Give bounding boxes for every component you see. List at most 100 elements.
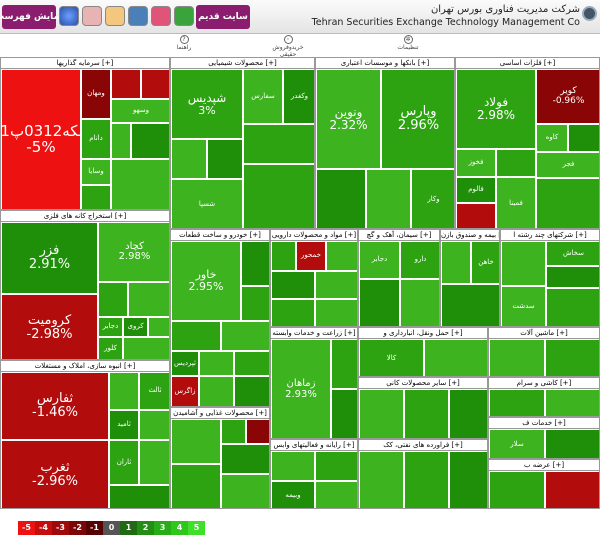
sector-chemicals[interactable]: محصولات شیمیایی [+] شپدیس 3% سفارس وکغدر… [170,57,315,229]
globe-icon[interactable] [59,6,79,26]
stock-tile[interactable]: خاور 2.95% [171,241,241,321]
sector-services[interactable]: خدمات ف [+] سلار [488,417,600,459]
stock-tile[interactable] [271,241,296,271]
stock-tile[interactable] [545,471,599,508]
stock-tile[interactable] [243,164,314,228]
stock-tile[interactable] [545,339,599,376]
stock-tile[interactable] [366,169,411,228]
stock-tile[interactable] [199,351,234,376]
treemap-icon[interactable] [174,6,194,26]
stock-tile[interactable] [359,279,400,326]
stock-tile[interactable]: دارو [400,241,439,279]
stock-tile[interactable] [496,149,536,177]
sector-ceramics[interactable]: کاشی و سرام [+] [488,377,600,417]
stock-tile[interactable]: دانام [81,119,111,159]
stock-tile[interactable]: ثاران [109,440,139,485]
stock-tile[interactable] [81,185,111,209]
stock-tile[interactable] [546,266,599,288]
stock-tile[interactable] [139,410,169,440]
sector-machinery[interactable]: ماشین آلات [+] [488,327,600,377]
guide-button[interactable]: ? راهنما [164,34,204,51]
stock-tile[interactable] [171,321,221,351]
stock-tile[interactable] [109,485,169,508]
stock-tile[interactable] [404,389,449,438]
stock-tile[interactable]: ثغرب -2.96% [1,440,109,508]
stock-tile[interactable]: وسایا [81,159,111,185]
sector-computer[interactable]: رایانه و فعالیتهای وابس [+] وبیمه [270,439,358,509]
sector-real-estate[interactable]: انبوه سازی، املاک و مستغلات [+] ثفارس -1… [0,360,170,509]
stock-tile[interactable] [243,124,314,164]
stock-tile[interactable]: کچاد 2.98% [98,222,169,282]
stock-tile[interactable] [207,139,243,179]
stock-tile[interactable]: وکغدر [283,69,314,124]
stock-tile[interactable]: فمینا [496,177,536,228]
stock-tile[interactable] [221,444,269,474]
buyers-button[interactable]: ◦ خریدوفروش حقیقی [268,34,308,58]
stock-tile[interactable]: فجر [536,152,599,178]
stock-tile[interactable] [441,241,471,284]
stock-tile[interactable] [109,372,139,410]
stock-tile[interactable]: فخوز [456,149,496,177]
stock-tile[interactable] [326,241,357,271]
grid-icon[interactable] [151,6,171,26]
stock-tile[interactable] [501,241,546,286]
stock-tile[interactable] [316,169,366,228]
stock-tile[interactable]: فزر 2.91% [1,222,98,294]
stock-tile[interactable] [111,123,131,159]
stock-tile[interactable]: ومهان [81,69,111,119]
stock-tile[interactable] [489,471,545,508]
stock-tile[interactable] [546,288,599,326]
stock-tile[interactable]: کالا [359,339,424,376]
stock-tile[interactable]: ونوین 2.32% [316,69,381,169]
stock-tile[interactable] [489,339,545,376]
stock-tile[interactable] [400,279,439,326]
stock-tile[interactable]: شسپا [171,179,243,228]
sector-minerals[interactable]: سایر محصولات کانی [+] [358,377,488,439]
stock-tile[interactable]: سدشت [501,286,546,326]
stock-tile[interactable] [424,339,487,376]
stock-tile[interactable] [441,284,499,326]
stock-tile[interactable] [139,440,169,485]
stock-tile[interactable]: وسهو [111,99,169,123]
stock-tile[interactable] [331,339,357,389]
stock-tile[interactable] [456,203,496,228]
stock-tile[interactable] [141,69,169,99]
stock-tile[interactable] [111,159,169,209]
stock-tile[interactable]: وبیمه [271,481,315,508]
table-icon[interactable] [105,6,125,26]
stock-tile[interactable] [148,317,169,337]
sector-conglomerates[interactable]: شرکتهای چند رشته ا [+] سخاش سدشت [500,229,600,327]
home-icon[interactable] [82,6,102,26]
stock-tile[interactable]: وپارس 2.96% [381,69,454,169]
stock-tile[interactable]: وکار [411,169,454,228]
stock-tile[interactable]: زاگرس [171,376,199,406]
sector-insurance[interactable]: بیمه و صندوق بازن [+] خاهن [440,229,500,327]
sector-food[interactable]: محصولات غذایی و آشامیدن [+] [170,407,270,509]
stock-tile[interactable] [171,464,221,508]
stock-tile[interactable]: دجابر [98,317,123,337]
stock-tile[interactable] [315,271,357,299]
sector-banks[interactable]: بانکها و موسسات اعتباری [+] ونوین 2.32% … [315,57,455,229]
sector-auto[interactable]: خودرو و ساخت قطعات [+] خاور 2.95% ثپردیس… [170,229,270,407]
stock-tile[interactable] [545,389,599,416]
sector-metal-ore-mining[interactable]: استخراج کانه های فلزی [+] فزر 2.91% کچاد… [0,210,170,360]
sector-agriculture[interactable]: زراعت و خدمات وابسته [+] زماهان 2.93% [270,327,358,439]
show-index-button[interactable]: نمایش فهرست [0,5,63,29]
sector-pharma[interactable]: مواد و محصولات دارویی [+] خمحور [270,229,358,327]
stock-tile[interactable]: فولاد 2.98% [456,69,536,149]
stock-tile[interactable] [271,451,315,481]
stock-tile[interactable] [123,337,169,359]
old-site-button[interactable]: سایت قدیم [196,5,250,29]
stock-tile[interactable]: کویر -0.96% [536,69,599,124]
stock-tile[interactable] [234,376,269,406]
stock-tile[interactable] [449,389,487,438]
stock-tile[interactable] [171,419,221,464]
stock-tile[interactable] [359,451,404,508]
stock-tile[interactable]: ثفارس -1.46% [1,372,109,440]
stock-tile[interactable] [221,419,246,444]
stock-tile[interactable] [199,376,234,406]
stock-tile[interactable]: کروی [123,317,148,337]
stock-tile[interactable] [98,282,128,317]
stock-tile[interactable] [221,474,269,508]
stock-tile[interactable] [128,282,169,317]
